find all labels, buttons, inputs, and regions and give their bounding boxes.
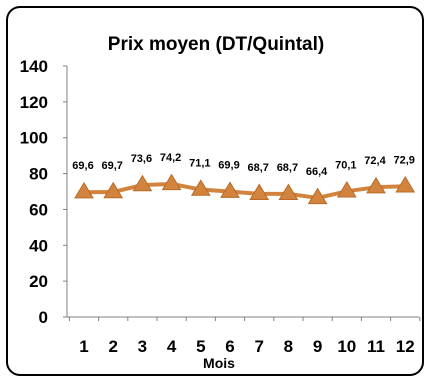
data-label: 69,9 xyxy=(218,160,239,172)
x-axis: 1 2 3 4 5 6 7 8 9 10 11 12 xyxy=(67,316,421,356)
data-label: 72,9 xyxy=(393,154,414,166)
y-tick-label: 20 xyxy=(29,272,48,291)
x-tick-label: 4 xyxy=(167,337,177,356)
data-label: 73,6 xyxy=(131,153,152,165)
x-axis-label: Mois xyxy=(203,355,235,371)
x-tick-label: 10 xyxy=(337,337,356,356)
data-point-marker xyxy=(132,174,153,192)
x-tick-label: 1 xyxy=(79,337,88,356)
x-tick-label: 6 xyxy=(225,337,234,356)
y-tick-label: 100 xyxy=(20,129,48,148)
series-line xyxy=(74,173,416,205)
y-tick-label: 0 xyxy=(39,308,48,327)
y-tick-label: 140 xyxy=(20,57,48,76)
data-label: 70,1 xyxy=(335,159,356,171)
data-point-marker xyxy=(249,183,270,201)
data-point-marker xyxy=(307,187,328,205)
x-tick-label: 5 xyxy=(196,337,205,356)
data-point-marker xyxy=(103,181,124,199)
data-labels: 69,6 69,7 73,6 74,2 71,1 69,9 68,7 68,7 66,4 70,1… xyxy=(72,152,415,178)
data-point-marker xyxy=(74,181,94,199)
y-tick-label: 80 xyxy=(29,165,48,184)
x-tick-label: 2 xyxy=(108,337,117,356)
y-tick-label: 40 xyxy=(29,236,48,255)
data-label: 71,1 xyxy=(189,158,210,170)
data-label: 69,6 xyxy=(72,160,93,172)
data-point-marker xyxy=(366,176,386,194)
data-label: 74,2 xyxy=(160,152,181,164)
x-tick-label: 3 xyxy=(138,337,147,356)
data-point-marker xyxy=(161,173,182,191)
series-path xyxy=(83,181,406,200)
y-tick-label: 120 xyxy=(20,93,48,112)
data-label: 66,4 xyxy=(306,166,328,178)
data-label: 69,7 xyxy=(101,160,122,172)
data-point-marker xyxy=(336,181,357,198)
x-tick-label: 12 xyxy=(396,337,415,356)
x-tick-label: 11 xyxy=(367,337,385,356)
data-point-marker xyxy=(278,183,299,201)
x-tick-label: 7 xyxy=(254,337,263,356)
data-point-marker xyxy=(190,179,211,196)
y-axis: 0 20 40 60 80 100 120 140 xyxy=(20,57,68,327)
chart-title: Prix moyen (DT/Quintal) xyxy=(108,34,324,55)
data-point-marker xyxy=(395,176,416,193)
data-label: 68,7 xyxy=(247,162,268,174)
data-label: 68,7 xyxy=(277,162,298,174)
x-tick-label: 8 xyxy=(284,337,293,356)
data-point-marker xyxy=(220,181,240,198)
x-tick-label: 9 xyxy=(313,337,322,356)
data-label: 72,4 xyxy=(364,155,386,167)
y-tick-label: 60 xyxy=(29,200,48,219)
